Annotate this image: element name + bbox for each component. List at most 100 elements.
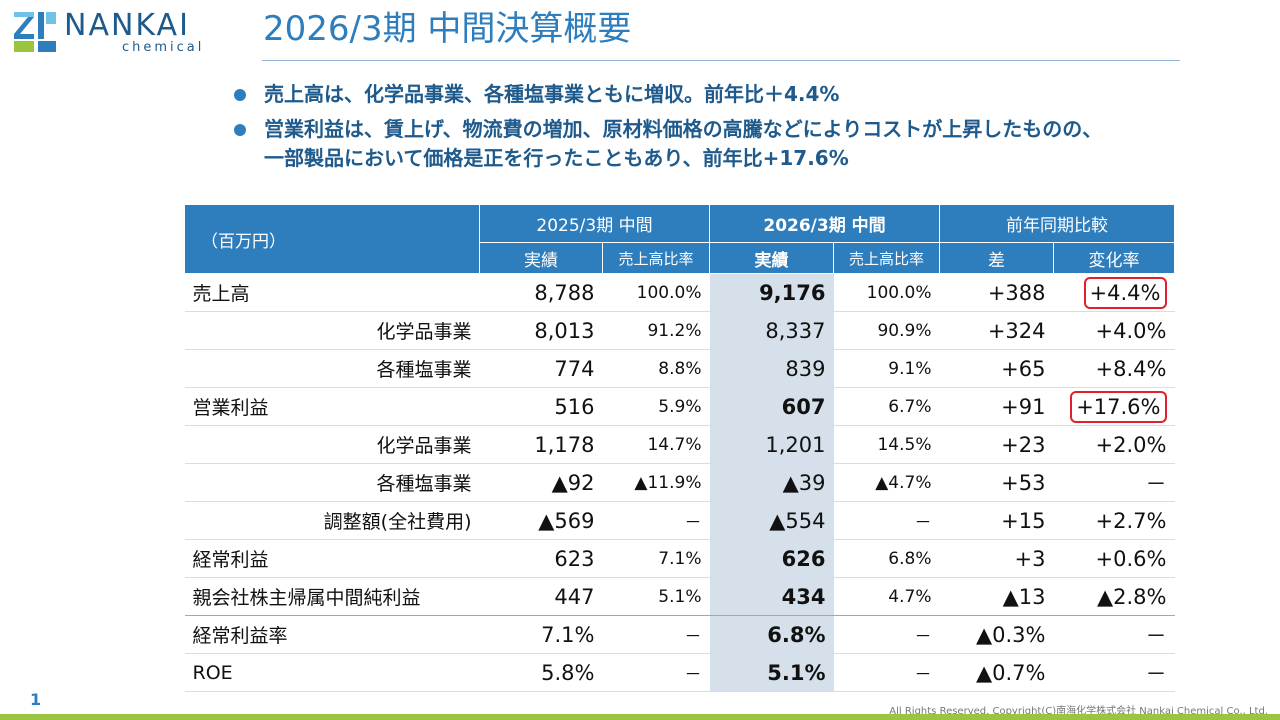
table-row: 調整額(全社費用) ▲569 － ▲554 － +15 +2.7% [184,501,1175,540]
cell-diff: ▲0.3% [939,615,1054,654]
subheader-ratio-prev: 売上高比率 [602,242,710,274]
bottom-accent-bar [0,714,1280,720]
cell-change: +4.4% [1053,273,1175,312]
group-header-comparison: 前年同期比較 [939,204,1175,243]
cell-change: ▲2.8% [1053,577,1175,616]
bullet-dot-icon [234,89,246,101]
row-label: 売上高 [184,273,480,312]
subheader-actual-current: 実績 [709,242,834,274]
cell-change: +2.0% [1053,425,1175,464]
cell-value-current: ▲554 [709,501,834,540]
row-label: 化学品事業 [184,425,480,464]
cell-change: +2.7% [1053,501,1175,540]
cell-value: ▲569 [479,501,603,540]
cell-value-current: 5.1% [709,653,834,692]
cell-change: +17.6% [1053,387,1175,426]
cell-value: 516 [479,387,603,426]
summary-bullets: 売上高は、化学品事業、各種塩事業ともに増収。前年比＋4.4% 営業利益は、賃上げ… [234,80,1234,179]
unit-header: （百万円） [184,204,480,274]
cell-diff: +53 [939,463,1054,502]
cell-value-current: 9,176 [709,273,834,312]
cell-value-current: 8,337 [709,311,834,350]
row-label: 経常利益 [184,539,480,578]
table-row: 親会社株主帰属中間純利益 447 5.1% 434 4.7% ▲13 ▲2.8% [184,577,1175,616]
cell-value-current: 607 [709,387,834,426]
row-label: 各種塩事業 [184,463,480,502]
cell-value: ▲92 [479,463,603,502]
bullet-text: 売上高は、化学品事業、各種塩事業ともに増収。前年比＋4.4% [264,82,840,106]
cell-diff: +3 [939,539,1054,578]
cell-value: 1,178 [479,425,603,464]
highlight-box: +17.6% [1070,390,1167,423]
table-row: 営業利益 516 5.9% 607 6.7% +91 +17.6% [184,387,1175,426]
cell-value: 7.1% [479,615,603,654]
cell-ratio: 8.8% [602,349,710,388]
table-row: 各種塩事業 774 8.8% 839 9.1% +65 +8.4% [184,349,1175,388]
table-row: 経常利益 623 7.1% 626 6.8% +3 +0.6% [184,539,1175,578]
row-label: ROE [184,653,480,692]
cell-ratio: 7.1% [602,539,710,578]
row-label: 経常利益率 [184,615,480,654]
cell-value: 8,013 [479,311,603,350]
copyright-notice: All Rights Reserved. Copyright(C)南海化学株式会… [889,706,1268,717]
cell-value: 8,788 [479,273,603,312]
subheader-diff: 差 [939,242,1054,274]
cell-value-current: 6.8% [709,615,834,654]
bullet-text-continued: 一部製品において価格是正を行ったこともあり、前年比+17.6% [264,146,849,170]
bullet-operating-profit: 営業利益は、賃上げ、物流費の増加、原材料価格の高騰などによりコストが上昇したもの… [234,115,1234,173]
cell-ratio: ▲11.9% [602,463,710,502]
cell-ratio: 90.9% [833,311,940,350]
cell-diff: +15 [939,501,1054,540]
cell-ratio: 6.8% [833,539,940,578]
group-header-prev: 2025/3期 中間 [479,204,710,243]
bullet-sales: 売上高は、化学品事業、各種塩事業ともに増収。前年比＋4.4% [234,80,1234,109]
cell-ratio: 91.2% [602,311,710,350]
cell-change: － [1053,653,1175,692]
cell-change: +8.4% [1053,349,1175,388]
cell-value: 774 [479,349,603,388]
logo-subtitle: chemical [122,40,205,55]
highlight-box: +4.4% [1083,276,1167,309]
cell-value: 623 [479,539,603,578]
cell-change: +0.6% [1053,539,1175,578]
bullet-text: 営業利益は、賃上げ、物流費の増加、原材料価格の高騰などによりコストが上昇したもの… [264,117,1103,141]
cell-ratio: － [602,501,710,540]
cell-value: 447 [479,577,603,616]
bullet-dot-icon [234,124,246,136]
cell-ratio: 14.5% [833,425,940,464]
cell-diff: +23 [939,425,1054,464]
cell-ratio: － [602,653,710,692]
table-row: 経常利益率 7.1% － 6.8% － ▲0.3% － [184,615,1175,654]
cell-diff: +324 [939,311,1054,350]
cell-ratio: － [602,615,710,654]
row-label: 営業利益 [184,387,480,426]
subheader-actual-prev: 実績 [479,242,603,274]
group-header-current: 2026/3期 中間 [709,204,940,243]
cell-ratio: 5.9% [602,387,710,426]
logo-name: NANKAI [64,8,190,43]
subheader-ratio-current: 売上高比率 [833,242,940,274]
page-number: 1 [30,690,42,709]
cell-value-current: ▲39 [709,463,834,502]
table-row: 売上高 8,788 100.0% 9,176 100.0% +388 +4.4% [184,273,1175,312]
cell-ratio: 4.7% [833,577,940,616]
cell-value-current: 1,201 [709,425,834,464]
cell-ratio: － [833,615,940,654]
cell-ratio: 9.1% [833,349,940,388]
cell-ratio: ▲4.7% [833,463,940,502]
logo-mark-icon [14,12,56,52]
cell-change: － [1053,463,1175,502]
company-logo: NANKAI chemical [14,8,229,55]
cell-diff: +388 [939,273,1054,312]
row-label: 調整額(全社費用) [184,501,480,540]
cell-change: +4.0% [1053,311,1175,350]
cell-ratio: 5.1% [602,577,710,616]
cell-ratio: － [833,501,940,540]
cell-diff: +65 [939,349,1054,388]
row-label: 化学品事業 [184,311,480,350]
cell-ratio: 6.7% [833,387,940,426]
row-label: 各種塩事業 [184,349,480,388]
table-row: 化学品事業 1,178 14.7% 1,201 14.5% +23 +2.0% [184,425,1175,464]
cell-value-current: 839 [709,349,834,388]
cell-value: 5.8% [479,653,603,692]
